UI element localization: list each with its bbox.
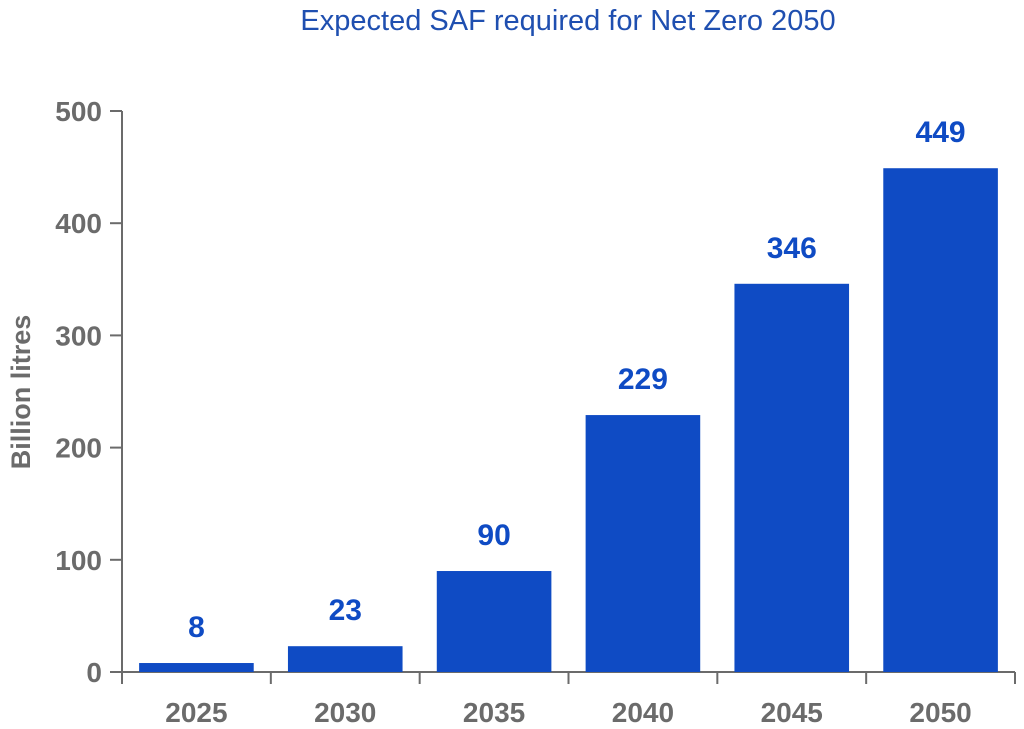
bar-chart: 82390229346449 2025 2030 2035 2040 2045 2050 …: [0, 0, 1024, 729]
bar-2045: [734, 284, 849, 672]
data-label-2040: 229: [618, 363, 668, 396]
y-tick-label: 200: [55, 433, 102, 464]
y-tick-label: 0: [86, 657, 102, 688]
y-tick-label: 100: [55, 545, 102, 576]
data-label-2025: 8: [188, 611, 205, 644]
x-tick-label-2050: 2050: [909, 697, 971, 728]
x-tick-label-2030: 2030: [314, 697, 376, 728]
y-tick-label: 400: [55, 208, 102, 239]
data-label-2045: 346: [767, 232, 817, 265]
axes: [110, 111, 1015, 684]
y-tick-label: 500: [55, 96, 102, 127]
data-label-2050: 449: [916, 116, 966, 149]
bar-2035: [437, 571, 552, 672]
bar-2040: [586, 415, 701, 672]
y-tick-label: 300: [55, 320, 102, 351]
bar-2030: [288, 646, 403, 672]
x-tick-label-2025: 2025: [165, 697, 227, 728]
bar-2025: [139, 663, 254, 672]
bar-2050: [883, 168, 998, 672]
data-label-2035: 90: [477, 519, 510, 552]
data-label-2030: 23: [329, 594, 362, 627]
bars: [139, 168, 998, 672]
x-tick-label-2045: 2045: [761, 697, 823, 728]
y-axis-label: Billion litres: [6, 315, 36, 470]
x-tick-labels: 2025 2030 2035 2040 2045 2050: [165, 697, 971, 728]
x-tick-label-2040: 2040: [612, 697, 674, 728]
x-tick-label-2035: 2035: [463, 697, 525, 728]
y-tick-labels: 0 100 200 300 400 500: [55, 96, 102, 688]
